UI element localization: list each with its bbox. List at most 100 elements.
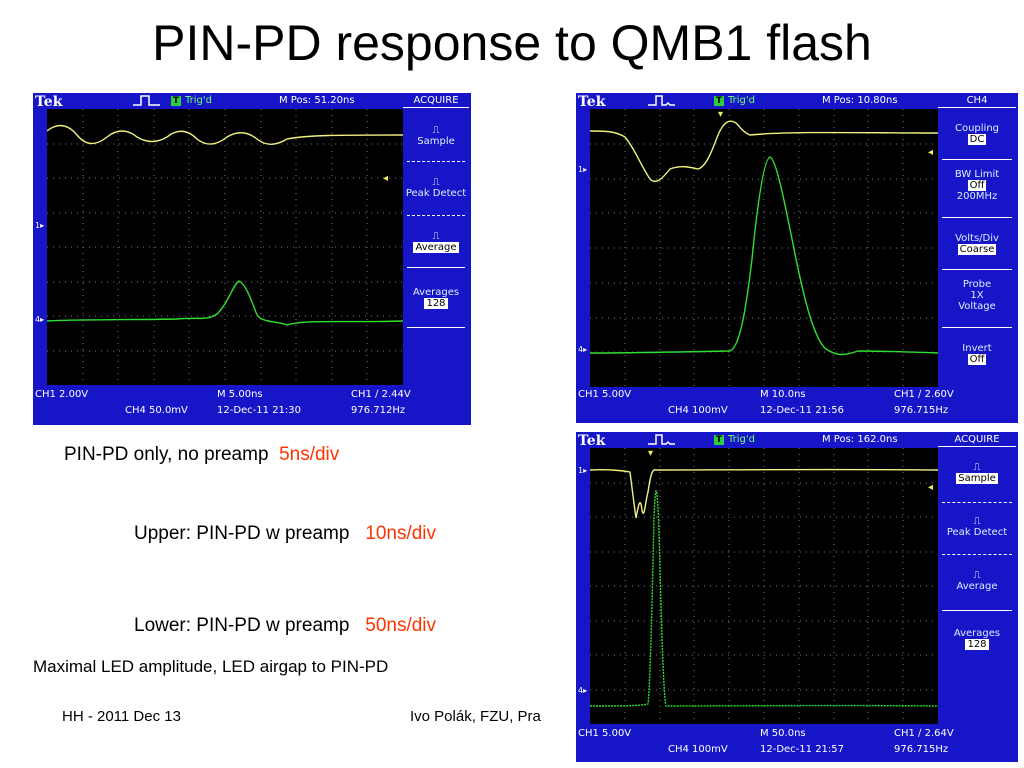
sample-icon: ⎍ (432, 125, 440, 136)
divider (407, 327, 465, 328)
invert-value: Off (967, 354, 987, 365)
caption-upper: Upper: PIN-PD w preamp 10ns/div (134, 523, 436, 545)
acquire-menu: ACQUIRE ⎍ Sample ⎍ Peak Detect ⎍ Average… (938, 434, 1016, 674)
averages-value: 128 (965, 639, 989, 650)
ch1-scale: CH1 2.00V (35, 389, 89, 400)
peak-detect-label: Peak Detect (405, 188, 467, 199)
coupling-value: DC (967, 134, 987, 145)
average-icon: ⎍ (973, 570, 981, 581)
ch1-trace (589, 468, 939, 519)
ch4-scale: CH4 100mV (668, 405, 728, 416)
divider (407, 161, 465, 162)
m-position: M Pos: 10.80ns (822, 95, 898, 106)
divider (407, 215, 465, 216)
pulse-icon (648, 434, 675, 445)
bw-limit-note: 200MHz (956, 191, 998, 202)
trigger-level: CH1 ∕ 2.60V (894, 389, 954, 400)
trigger-level-arrow: ◂ (928, 482, 934, 493)
trigger-level-arrow: ◂ (928, 147, 934, 158)
peak-detect-icon: ⎍ (432, 177, 440, 188)
menu-bw-limit[interactable]: BW Limit Off 200MHz (940, 169, 1014, 202)
waveform-svg (46, 109, 404, 385)
ch1-trace (46, 124, 404, 145)
bw-limit-value: Off (967, 180, 987, 191)
m-position: M Pos: 162.0ns (822, 434, 898, 445)
datetime: 12-Dec-11 21:56 (760, 405, 845, 416)
divider (942, 554, 1012, 555)
trigger-status: Trig'd (185, 95, 212, 106)
menu-peak-detect[interactable]: ⎍ Peak Detect (940, 516, 1014, 538)
trigger-status: Trig'd (728, 95, 755, 106)
ch4-scale: CH4 50.0mV (125, 405, 188, 416)
ch4-scale: CH4 100mV (668, 744, 728, 755)
caption-timescale: 10ns/div (365, 523, 437, 544)
average-label: Average (956, 581, 998, 592)
trigger-position-arrow: ▾ (718, 109, 724, 120)
caption-text: Lower: PIN-PD w preamp (134, 615, 350, 636)
frequency: 976.712Hz (351, 405, 406, 416)
caption-timescale: 50ns/div (365, 615, 437, 636)
ch1-scale: CH1 5.00V (578, 728, 632, 739)
menu-probe[interactable]: Probe 1X Voltage (940, 279, 1014, 312)
probe-attenuation: 1X (970, 290, 984, 301)
waveform-svg (589, 109, 939, 387)
ch1-ground-marker: 1▸ (578, 165, 588, 174)
menu-sample[interactable]: ⎍ Sample (940, 462, 1014, 484)
trigger-status: Trig'd (728, 434, 755, 445)
divider (942, 159, 1012, 160)
coupling-label: Coupling (954, 123, 1000, 134)
menu-averages[interactable]: Averages 128 (405, 287, 467, 309)
volts-div-label: Volts/Div (955, 233, 999, 244)
divider (407, 267, 465, 268)
menu-invert[interactable]: Invert Off (940, 343, 1014, 365)
caption-note: Maximal LED amplitude, LED airgap to PIN… (33, 657, 389, 676)
averages-label: Averages (412, 287, 460, 298)
ch4-ground-marker: 4▸ (35, 315, 45, 324)
menu-peak-detect[interactable]: ⎍ Peak Detect (405, 177, 467, 199)
slide-title: PIN-PD response to QMB1 flash (152, 15, 872, 71)
averages-label: Averages (953, 628, 1001, 639)
trigger-level: CH1 ∕ 2.44V (351, 389, 411, 400)
acquire-menu: ACQUIRE ⎍ Sample ⎍ Peak Detect ⎍ Average… (403, 95, 469, 335)
caption-lower: Lower: PIN-PD w preamp 50ns/div (134, 615, 436, 637)
tek-logo: Tek (578, 433, 606, 449)
caption-timescale: 5ns/div (279, 444, 340, 465)
divider (942, 217, 1012, 218)
caption-pin-pd-only: PIN-PD only, no preamp 5ns/div (64, 444, 339, 466)
footer-author: Ivo Polák, FZU, Pra (410, 708, 541, 725)
datetime: 12-Dec-11 21:57 (760, 744, 845, 755)
trigger-level-arrow: ◂ (383, 173, 389, 184)
timebase: M 50.0ns (760, 728, 806, 739)
menu-average[interactable]: ⎍ Average (405, 231, 467, 253)
volts-div-value: Coarse (957, 244, 997, 255)
ch4-ground-marker: 4▸ (578, 686, 588, 695)
probe-label: Probe (962, 279, 992, 290)
graticule (590, 109, 938, 387)
waveform-display (589, 109, 939, 387)
trigger-indicator: T (171, 96, 181, 106)
menu-average[interactable]: ⎍ Average (940, 570, 1014, 592)
footer-date: HH - 2011 Dec 13 (62, 708, 181, 725)
tek-logo: Tek (35, 94, 63, 110)
pulse-icon (648, 95, 675, 106)
trigger-indicator: T (714, 435, 724, 445)
ch1-ground-marker: 1▸ (35, 221, 45, 230)
menu-volts-div[interactable]: Volts/Div Coarse (940, 233, 1014, 255)
divider (942, 502, 1012, 503)
peak-detect-label: Peak Detect (946, 527, 1008, 538)
divider (942, 269, 1012, 270)
ch1-ground-marker: 1▸ (578, 466, 588, 475)
sample-label: Sample (956, 473, 998, 484)
average-label: Average (413, 242, 459, 253)
sample-icon: ⎍ (973, 462, 981, 473)
ch4-trace (46, 280, 404, 326)
pulse-icon (133, 95, 160, 106)
menu-sample[interactable]: ⎍ Sample (405, 125, 467, 147)
graticule (47, 109, 403, 385)
menu-title: ACQUIRE (403, 95, 469, 108)
ch4-ground-marker: 4▸ (578, 345, 588, 354)
oscilloscope-screenshot-3: Tek T Trig'd M Pos: 162.0ns 1▸ 4▸ ▾ ◂ AC… (576, 432, 1018, 762)
averages-value: 128 (424, 298, 448, 309)
menu-averages[interactable]: Averages 128 (940, 628, 1014, 650)
menu-coupling[interactable]: Coupling DC (940, 123, 1014, 145)
